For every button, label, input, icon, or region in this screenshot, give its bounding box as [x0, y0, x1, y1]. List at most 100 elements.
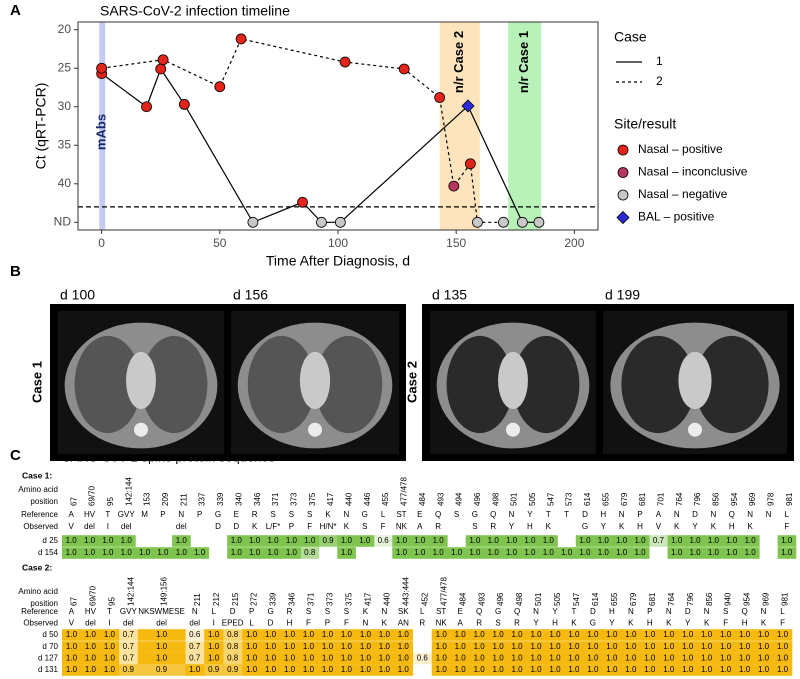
cell	[410, 535, 430, 547]
reference: K	[363, 607, 369, 616]
cell	[204, 652, 224, 665]
observed: H	[637, 522, 643, 531]
cell-value: 1.0	[284, 630, 296, 639]
cell-value: 1.0	[284, 665, 296, 674]
cell	[337, 535, 356, 547]
cell-value: 1.0	[284, 642, 296, 651]
case-label: Case 2	[404, 361, 419, 403]
cell	[263, 535, 283, 547]
cell-value: 1.0	[781, 548, 793, 557]
row-label: d 127	[38, 654, 59, 663]
reference: S	[306, 607, 311, 616]
position: 149:156	[160, 577, 169, 606]
cell-value: 1.0	[396, 548, 408, 557]
cell-value: 1.0	[156, 654, 168, 663]
reference: L	[785, 510, 790, 519]
cell-value: 1.0	[265, 630, 277, 639]
cell	[410, 547, 430, 559]
row-label: Reference	[21, 607, 58, 616]
reference: G	[267, 607, 273, 616]
cell	[242, 664, 262, 676]
cell-value: 1.0	[66, 630, 78, 639]
cell-value: 1.0	[625, 642, 637, 651]
cell	[282, 547, 301, 559]
observed: D	[268, 619, 274, 628]
position: 679	[620, 492, 629, 506]
cell	[678, 629, 698, 641]
cell-value: 1.0	[436, 665, 448, 674]
cell	[245, 547, 265, 559]
observed: D	[215, 522, 221, 531]
observed: H	[647, 619, 653, 628]
observed: AN	[398, 619, 409, 628]
cell-value: 1.0	[777, 630, 789, 639]
cell	[336, 664, 357, 676]
cell-value: 1.0	[758, 665, 770, 674]
cell	[659, 629, 679, 641]
cell-value: 1.0	[104, 630, 116, 639]
observed: H	[742, 619, 748, 628]
reference: SK	[398, 607, 409, 616]
cell-value: 1.0	[249, 548, 261, 557]
cell	[80, 547, 99, 559]
cell	[374, 629, 395, 641]
position: 417	[326, 492, 335, 506]
cell-value: 1.0	[512, 654, 524, 663]
cell	[317, 641, 338, 653]
cell-value: 1.0	[284, 654, 296, 663]
legend-marker	[616, 210, 630, 225]
cell	[318, 535, 338, 547]
cell	[484, 547, 503, 559]
reference: S	[325, 607, 330, 616]
position: 796	[686, 592, 695, 606]
observed: S	[495, 619, 500, 628]
observed: NK	[396, 522, 408, 531]
cell	[242, 652, 262, 665]
row-label: Reference	[21, 510, 58, 519]
reference: E	[458, 607, 463, 616]
cell-value: 1.0	[745, 548, 757, 557]
legend-title: Case	[614, 29, 647, 45]
observed: del	[121, 522, 132, 531]
cell-value: 1.0	[634, 548, 646, 557]
cell-value: 1.0	[682, 642, 694, 651]
observed: K	[546, 522, 552, 531]
cell-value: 1.0	[543, 536, 555, 545]
chart-title: SARS-CoV-2 infection timeline	[100, 3, 290, 19]
cell-value: 1.0	[303, 642, 315, 651]
observed: F	[306, 619, 311, 628]
cell-value: 1.0	[433, 548, 445, 557]
observed: F	[307, 522, 312, 531]
cell-value: 1.0	[208, 642, 220, 651]
cell-value: 1.0	[530, 665, 542, 674]
cell-value: 1.0	[66, 642, 78, 651]
cell	[507, 664, 527, 676]
observed: NK	[436, 619, 448, 628]
panel-label: C	[10, 447, 21, 464]
cell-value: 1.0	[579, 548, 591, 557]
observed: del	[84, 522, 95, 531]
cell-value: 1.0	[739, 665, 751, 674]
reference: N	[178, 510, 184, 519]
cell-value: 1.0	[579, 536, 591, 545]
data-point	[533, 216, 545, 228]
row-label: d 50	[42, 630, 58, 639]
cell-value: 1.0	[606, 630, 618, 639]
cell	[223, 652, 243, 665]
reference: L	[420, 607, 425, 616]
cell	[697, 652, 717, 665]
cell-value: 1.0	[360, 630, 372, 639]
reference: Y	[552, 607, 558, 616]
cell	[185, 652, 205, 665]
observed: I	[107, 522, 109, 531]
data-point	[178, 99, 190, 110]
cell-value: 1.0	[85, 630, 97, 639]
cell-value: 1.0	[189, 665, 201, 674]
cell	[583, 641, 603, 653]
position: 340	[234, 492, 243, 506]
data-point	[96, 62, 108, 74]
cell-value: 1.0	[549, 642, 561, 651]
table-label: Case 1:	[22, 470, 52, 480]
cell-value: 1.0	[474, 630, 486, 639]
cell-value: 1.0	[758, 654, 770, 663]
